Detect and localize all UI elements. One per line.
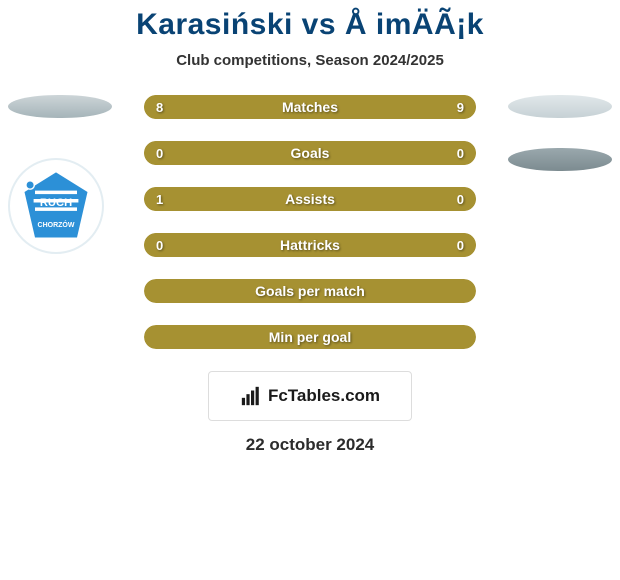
stat-label: Goals per match	[144, 279, 476, 303]
stats-bars: 8 Matches 9 0 Goals 0 1 Assists 0 0 Hatt…	[144, 95, 476, 349]
left-club-logo: RUCH CHORZÓW	[8, 158, 104, 254]
svg-text:RUCH: RUCH	[40, 197, 72, 209]
left-player-photo-placeholder	[8, 95, 112, 118]
right-column	[508, 95, 612, 171]
stat-label: Assists	[144, 187, 476, 211]
stat-row-min-per-goal: Min per goal	[144, 325, 476, 349]
stat-value-right: 9	[457, 95, 464, 119]
stat-label: Hattricks	[144, 233, 476, 257]
svg-text:CHORZÓW: CHORZÓW	[38, 220, 75, 229]
stat-row-goals-per-match: Goals per match	[144, 279, 476, 303]
stat-row-assists: 1 Assists 0	[144, 187, 476, 211]
stat-row-goals: 0 Goals 0	[144, 141, 476, 165]
stat-row-hattricks: 0 Hattricks 0	[144, 233, 476, 257]
stat-value-right: 0	[457, 233, 464, 257]
bars-icon	[240, 385, 262, 407]
branding-badge: FcTables.com	[208, 371, 412, 421]
stat-value-right: 0	[457, 187, 464, 211]
stat-label: Min per goal	[144, 325, 476, 349]
stat-value-right: 0	[457, 141, 464, 165]
page-title: Karasiński vs Å imÄÃ¡k	[0, 0, 620, 42]
subtitle: Club competitions, Season 2024/2025	[0, 52, 620, 69]
left-column: RUCH CHORZÓW	[8, 95, 112, 254]
main-content: RUCH CHORZÓW 8 Matches 9 0 Goals 0	[0, 95, 620, 349]
stat-label: Goals	[144, 141, 476, 165]
stat-row-matches: 8 Matches 9	[144, 95, 476, 119]
right-player-photo-placeholder	[508, 95, 612, 118]
right-club-logo-placeholder	[508, 148, 612, 171]
ruch-chorzow-logo-icon: RUCH CHORZÓW	[21, 171, 91, 241]
date-text: 22 october 2024	[0, 435, 620, 455]
branding-text: FcTables.com	[268, 386, 380, 406]
stat-label: Matches	[144, 95, 476, 119]
